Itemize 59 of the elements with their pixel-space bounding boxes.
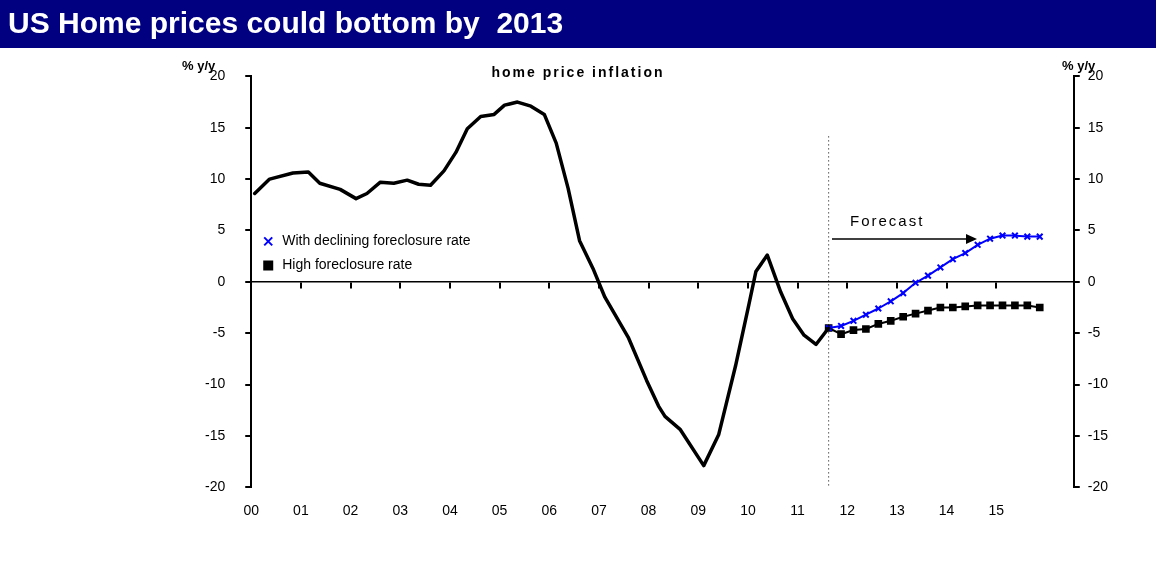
x-tick-label: 03	[392, 502, 409, 519]
point	[1023, 232, 1032, 241]
y2-tick-label: 15	[1087, 118, 1104, 135]
point	[936, 263, 945, 272]
point	[862, 325, 870, 333]
legend-label: With declining foreclosure rate	[282, 232, 471, 249]
y2-tick-label: -10	[1087, 375, 1109, 392]
y-tick-label: 15	[209, 118, 226, 135]
x-tick-label: 08	[640, 502, 657, 519]
point	[874, 320, 883, 328]
x-tick-label: 01	[293, 502, 309, 519]
y-tick-label: -10	[205, 375, 226, 392]
x-tick-label: 04	[442, 502, 458, 519]
x-tick-label: 02	[342, 502, 359, 519]
x-tick-label: 09	[690, 502, 707, 519]
x-tick-label: 13	[889, 502, 905, 519]
x-tick-label: 14	[938, 502, 955, 519]
point	[911, 279, 920, 287]
point	[1023, 301, 1032, 310]
point	[1035, 232, 1044, 241]
chart-subtitle: home price inflation	[491, 64, 665, 80]
point	[1011, 301, 1019, 310]
y2-tick-label: -15	[1087, 426, 1109, 443]
x-tick-label: 11	[790, 502, 806, 519]
point	[849, 326, 858, 334]
y-tick-label: 0	[217, 272, 226, 289]
y-tick-label: 10	[209, 169, 226, 186]
chart-title: US Home prices could bottom by 2013	[8, 6, 564, 40]
y-tick-label: -15	[205, 426, 226, 443]
x-tick-label: 07	[591, 502, 607, 519]
point	[886, 317, 895, 325]
y2-tick-label: 5	[1087, 221, 1096, 238]
point	[899, 312, 907, 321]
y2-tick-label: -5	[1087, 324, 1101, 341]
point	[948, 255, 957, 264]
annotation: Forecast	[850, 212, 925, 229]
y2-tick-label: -20	[1087, 478, 1109, 495]
point	[837, 330, 845, 339]
x-tick-label: 06	[541, 502, 558, 519]
x-tick-label: 00	[243, 502, 260, 519]
legend-label: High foreclosure rate	[282, 256, 413, 273]
x-tick-label: 12	[839, 502, 856, 519]
x-tick-label: 15	[988, 502, 1005, 519]
point	[924, 306, 932, 315]
point	[961, 302, 970, 311]
point	[924, 271, 932, 280]
point	[849, 317, 858, 325]
y-tick-label: -5	[212, 324, 226, 341]
y-tick-label: 5	[217, 221, 226, 238]
y2-tick-label: 10	[1087, 169, 1104, 186]
point	[874, 304, 883, 313]
point	[948, 303, 957, 312]
point	[986, 301, 994, 310]
x-tick-label: 10	[740, 502, 756, 519]
x-tick-label: 05	[491, 502, 508, 519]
point	[1035, 303, 1044, 312]
y2-tick-label: 0	[1087, 272, 1096, 289]
point	[998, 231, 1007, 240]
y-tick-label: -20	[205, 478, 226, 495]
